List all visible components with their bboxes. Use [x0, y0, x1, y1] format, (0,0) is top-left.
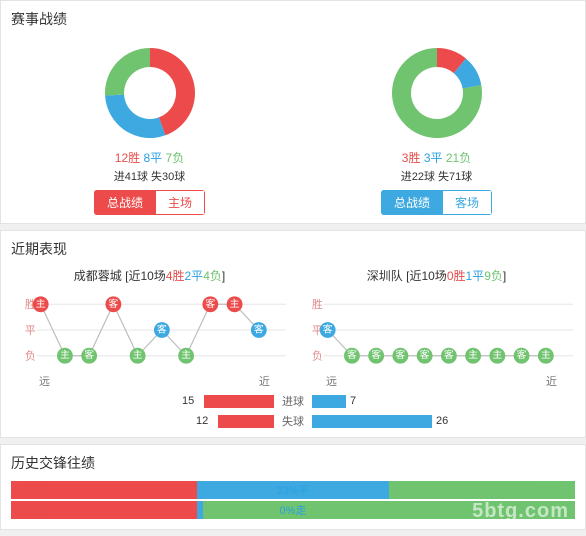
goals-for-row: 15 进球 7 [11, 393, 575, 409]
donut-left [100, 43, 200, 143]
match-record-right: 3胜 3平 21负 进22球 失71球 总战绩客场 [298, 37, 575, 215]
donut-slice [105, 48, 150, 96]
match-record-cols: 12胜 8平 7负 进41球 失30球 总战绩主场 3胜 3平 21负 进22球… [11, 37, 575, 215]
svg-text:客: 客 [347, 348, 357, 361]
svg-text:主: 主 [133, 349, 143, 361]
svg-text:客: 客 [108, 297, 118, 310]
svg-text:客: 客 [517, 348, 527, 361]
toggle-button[interactable]: 客场 [443, 190, 492, 215]
recent-left: 成都蓉城 [近10场4胜2平4负] 胜平负主主客客主客主客主客 远近 [11, 267, 288, 389]
h2h-row: 33%赢0%走66%输 [11, 501, 575, 519]
svg-text:平: 平 [25, 325, 36, 337]
goals-against-row: 12 失球 26 [11, 413, 575, 429]
svg-text:负: 负 [25, 349, 36, 363]
recent-cols: 成都蓉城 [近10场4胜2平4负] 胜平负主主客客主客主客主客 远近 深圳队 [… [11, 267, 575, 389]
recent-panel: 近期表现 成都蓉城 [近10场4胜2平4负] 胜平负主主客客主客主客主客 远近 … [0, 230, 586, 438]
left-wdl: 12胜 8平 7负 [11, 149, 288, 166]
recent-title: 近期表现 [11, 239, 575, 259]
h2h-rows: 33%胜33%平33%负 33%赢0%走66%输 [11, 481, 575, 519]
svg-text:主: 主 [181, 349, 191, 361]
bar-left-for [204, 395, 274, 408]
h2h-panel: 历史交锋往绩 33%胜33%平33%负33%赢0%走66%输 5btg.com [0, 444, 586, 530]
svg-text:胜: 胜 [312, 297, 323, 311]
svg-text:客: 客 [254, 323, 264, 336]
svg-text:客: 客 [395, 348, 405, 361]
toggle-button[interactable]: 主场 [156, 190, 205, 215]
right-wdl: 3胜 3平 21负 [298, 149, 575, 166]
donut-right [387, 43, 487, 143]
right-btn-group: 总战绩客场 [381, 190, 492, 215]
svg-text:客: 客 [371, 348, 381, 361]
svg-text:客: 客 [205, 297, 215, 310]
svg-text:客: 客 [157, 323, 167, 336]
toggle-button[interactable]: 总战绩 [381, 190, 443, 215]
trend-right-chart: 胜平负客客客客客客主主客主 [298, 288, 575, 372]
svg-text:主: 主 [230, 298, 240, 310]
trend-left-chart: 胜平负主主客客主客主客主客 [11, 288, 288, 372]
h2h-row: 33%胜33%平33%负 [11, 481, 575, 499]
bar-right-for [312, 395, 346, 408]
recent-right-header: 深圳队 [近10场0胜1平9负] [298, 267, 575, 284]
svg-text:负: 负 [312, 349, 323, 363]
svg-text:主: 主 [541, 349, 551, 361]
toggle-button[interactable]: 总战绩 [94, 190, 156, 215]
svg-text:主: 主 [36, 298, 46, 310]
svg-text:主: 主 [60, 349, 70, 361]
svg-text:客: 客 [84, 348, 94, 361]
recent-left-header: 成都蓉城 [近10场4胜2平4负] [11, 267, 288, 284]
h2h-title: 历史交锋往绩 [11, 453, 575, 473]
svg-text:主: 主 [468, 349, 478, 361]
svg-text:客: 客 [444, 348, 454, 361]
left-goals: 进41球 失30球 [11, 168, 288, 184]
svg-text:客: 客 [420, 348, 430, 361]
right-goals: 进22球 失71球 [298, 168, 575, 184]
bar-right-against [312, 415, 432, 428]
match-record-left: 12胜 8平 7负 进41球 失30球 总战绩主场 [11, 37, 288, 215]
match-record-panel: 赛事战绩 12胜 8平 7负 进41球 失30球 总战绩主场 3胜 3平 21负… [0, 0, 586, 224]
recent-right: 深圳队 [近10场0胜1平9负] 胜平负客客客客客客主主客主 远近 [298, 267, 575, 389]
donut-slice [105, 95, 165, 138]
svg-text:主: 主 [492, 349, 502, 361]
left-btn-group: 总战绩主场 [94, 190, 205, 215]
match-record-title: 赛事战绩 [11, 9, 575, 29]
svg-text:客: 客 [323, 323, 333, 336]
bar-left-against [218, 415, 274, 428]
